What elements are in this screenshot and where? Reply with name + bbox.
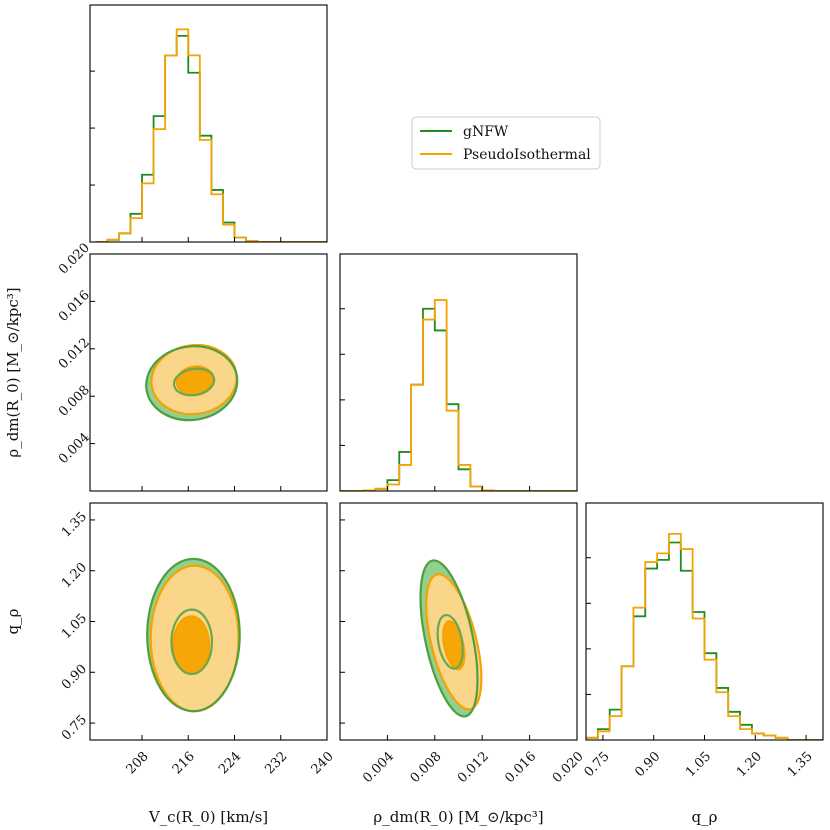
panel-hist-vc	[89, 4, 328, 243]
y-tick-label-q: 1.05	[59, 611, 90, 642]
x-tick-label-rho: 0.020	[550, 749, 587, 786]
y-tick-label-rho: 0.008	[56, 383, 93, 420]
x-tick-label-q: 1.05	[683, 749, 714, 780]
contour-vc_rho-gNFW-outer-line	[145, 345, 239, 422]
x-tick-label-vc: 208	[124, 749, 152, 777]
contour-rho_q-gNFW-inner	[436, 613, 464, 670]
contour-rho_q-gNFW-outer-line	[419, 559, 479, 718]
y-tick-label-rho: 0.016	[56, 288, 93, 325]
legend-label-PseudoIsothermal: PseudoIsothermal	[463, 147, 591, 163]
panel-vc-rho	[89, 253, 328, 492]
y-tick-label-rho: 0.012	[56, 335, 93, 372]
contour-vc_q-gNFW-outer-line	[146, 557, 241, 713]
x-axis-label-rho: ρ_dm(R_0) [M_⊙/kpc³]	[373, 808, 543, 826]
x-tick-label-q: 0.90	[632, 749, 663, 780]
x-tick-label-q: 0.75	[582, 749, 613, 780]
hist-q-PseudoIsothermal	[586, 532, 823, 740]
x-tick-label-rho: 0.016	[502, 749, 539, 786]
hist-vc-PseudoIsothermal	[95, 28, 327, 242]
x-axis-label-vc: V_c(R_0) [km/s]	[148, 808, 268, 826]
y-axis-label-q: q_ρ	[4, 608, 22, 634]
x-axis-label-q: q_ρ	[692, 808, 718, 826]
x-tick-label-vc: 240	[309, 749, 337, 777]
hist-rho-PseudoIsothermal	[340, 299, 577, 491]
y-tick-label-q: 0.90	[59, 662, 90, 693]
y-tick-label-q: 1.35	[59, 509, 90, 540]
x-tick-label-q: 1.20	[734, 749, 765, 780]
y-tick-label-q: 0.75	[59, 713, 90, 744]
legend-label-gNFW: gNFW	[463, 124, 509, 140]
y-tick-label-q: 1.20	[59, 560, 90, 591]
x-tick-label-rho: 0.004	[360, 749, 397, 786]
x-tick-label-vc: 232	[262, 749, 290, 777]
legend: gNFW PseudoIsothermal	[411, 116, 601, 170]
x-tick-label-q: 1.35	[785, 749, 816, 780]
x-tick-label-vc: 224	[216, 749, 244, 777]
x-tick-label-vc: 216	[170, 749, 198, 777]
legend-box	[411, 116, 601, 170]
x-tick-label-rho: 0.012	[455, 749, 492, 786]
hist-vc-gNFW	[95, 34, 327, 242]
y-tick-label-rho: 0.020	[56, 241, 93, 278]
x-tick-label-rho: 0.008	[408, 749, 445, 786]
contour-vc_rho-gNFW-inner	[172, 367, 216, 397]
y-tick-label-rho: 0.004	[56, 430, 93, 467]
y-axis-label-rho: ρ_dm(R_0) [M_⊙/kpc³]	[4, 287, 22, 457]
contour-vc_q-gNFW-inner	[170, 608, 214, 676]
panel-hist-rho	[339, 253, 578, 492]
